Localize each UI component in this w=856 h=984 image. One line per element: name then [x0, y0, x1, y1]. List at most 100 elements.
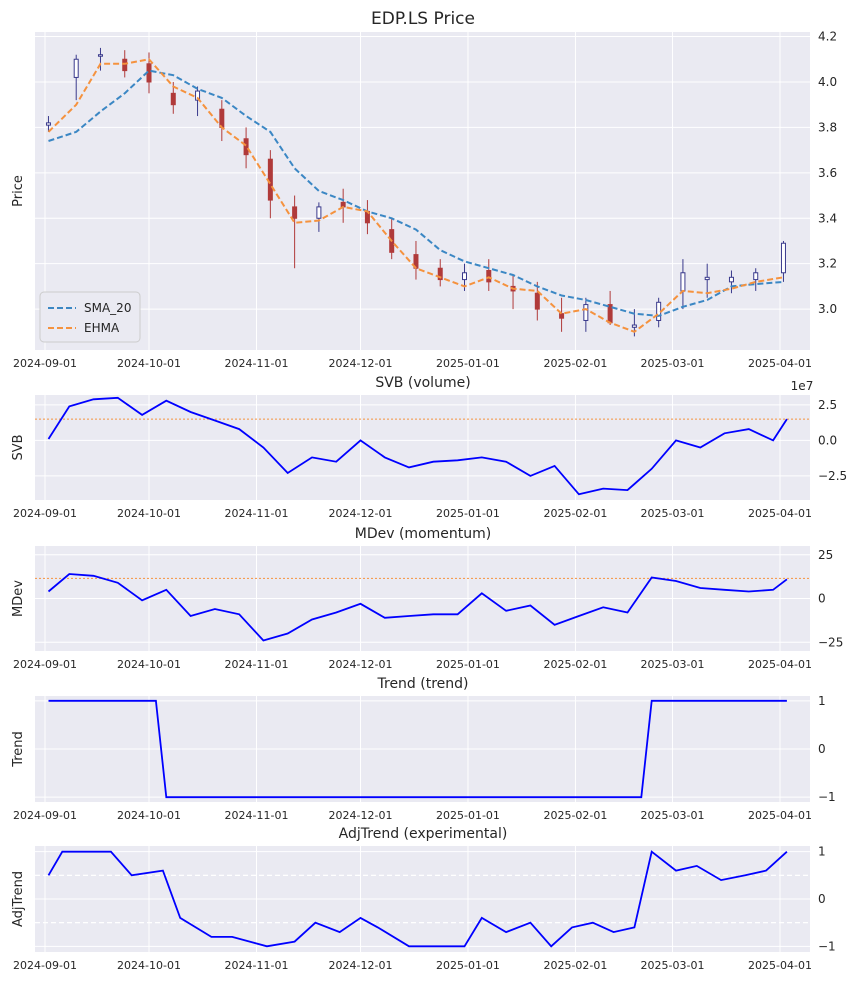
y-axis-label: AdjTrend [11, 871, 26, 927]
y-tick-label: 3.0 [818, 302, 837, 316]
x-tick-label: 2025-04-01 [748, 809, 812, 822]
candle-body [607, 304, 613, 324]
candle-body [97, 54, 103, 57]
x-tick-label: 2024-09-01 [13, 658, 77, 671]
x-tick-label: 2024-09-01 [13, 809, 77, 822]
candle-body [316, 206, 322, 219]
y-tick-label: −25 [818, 635, 843, 649]
x-tick-label: 2024-10-01 [117, 507, 181, 520]
x-tick-label: 2025-01-01 [436, 357, 500, 370]
x-tick-label: 2024-11-01 [225, 357, 289, 370]
x-tick-label: 2024-10-01 [117, 357, 181, 370]
candle-body [753, 272, 759, 281]
candle-body [704, 276, 710, 281]
y-tick-label: −1 [818, 790, 836, 804]
y-axis-label: Trend [11, 731, 26, 768]
x-tick-label: 2025-01-01 [436, 507, 500, 520]
x-tick-label: 2025-02-01 [543, 658, 607, 671]
y-axis-label: SVB [11, 434, 26, 460]
candle-body [559, 313, 565, 319]
series-line-sma-20 [48, 69, 784, 317]
x-tick-label: 2025-04-01 [748, 357, 812, 370]
x-tick-label: 2025-02-01 [543, 507, 607, 520]
candle-body [583, 304, 589, 321]
x-tick-label: 2024-09-01 [13, 357, 77, 370]
x-tick-label: 2024-11-01 [225, 507, 289, 520]
series-line-trend [48, 699, 787, 799]
x-tick-label: 2024-11-01 [225, 809, 289, 822]
y-tick-label: 3.8 [818, 120, 837, 134]
x-tick-label: 2024-11-01 [225, 959, 289, 972]
candle-body [292, 206, 298, 219]
y-tick-label: −1 [818, 939, 836, 953]
y-axis-label: MDev [11, 580, 26, 617]
y-tick-label: 4.2 [818, 30, 837, 44]
candle-body [462, 272, 468, 281]
series-line-ehma [47, 58, 784, 333]
mdev-chart-title: MDev (momentum) [355, 526, 491, 542]
y-tick-label: 3.4 [818, 211, 837, 225]
x-tick-label: 2025-04-01 [748, 507, 812, 520]
x-tick-label: 2024-09-01 [13, 507, 77, 520]
series-line-mdev [47, 573, 788, 642]
x-tick-label: 2025-01-01 [436, 658, 500, 671]
x-tick-label: 2024-11-01 [225, 658, 289, 671]
y-tick-label: 3.2 [818, 257, 837, 271]
price-chart-title: EDP.LS Price [371, 9, 475, 29]
trend-chart-title: Trend (trend) [377, 676, 469, 692]
candle-body [73, 58, 79, 78]
series-line-adjtrend [47, 850, 788, 948]
x-tick-label: 2024-12-01 [329, 658, 393, 671]
plot-area [35, 395, 810, 500]
x-tick-label: 2024-12-01 [329, 357, 393, 370]
x-tick-label: 2025-03-01 [641, 357, 705, 370]
y-tick-label: 0 [818, 892, 826, 906]
y-tick-label: −2.5 [818, 469, 847, 483]
y-tick-label: 0 [818, 742, 826, 756]
x-tick-label: 2025-03-01 [641, 809, 705, 822]
x-tick-label: 2025-04-01 [748, 959, 812, 972]
y-axis-label: Price [11, 175, 26, 207]
candle-body [122, 58, 128, 72]
x-tick-label: 2025-04-01 [748, 658, 812, 671]
legend-label: SMA_20 [84, 301, 131, 315]
x-tick-label: 2024-10-01 [117, 959, 181, 972]
y-tick-label: 1 [818, 845, 826, 859]
x-tick-label: 2024-12-01 [329, 959, 393, 972]
x-tick-label: 2024-12-01 [329, 809, 393, 822]
x-tick-label: 2024-09-01 [13, 959, 77, 972]
x-tick-label: 2025-02-01 [543, 809, 607, 822]
candle-body [534, 292, 540, 310]
y-tick-label: 3.6 [818, 166, 837, 180]
x-tick-label: 2024-10-01 [117, 809, 181, 822]
x-tick-label: 2025-03-01 [641, 658, 705, 671]
y-tick-label: 0.0 [818, 433, 837, 447]
candle-body [680, 272, 686, 292]
candle-body [728, 276, 734, 283]
y-tick-label: 0 [818, 592, 826, 606]
candle-body [267, 158, 273, 201]
y-tick-label: 4.0 [818, 75, 837, 89]
candle-body [45, 122, 51, 126]
legend-box [39, 291, 141, 343]
candle-body [195, 90, 201, 101]
x-tick-label: 2025-01-01 [436, 809, 500, 822]
candle-body [243, 138, 249, 156]
candle-body [486, 270, 492, 283]
adjtrend-chart-title: AdjTrend (experimental) [339, 826, 508, 842]
x-tick-label: 2025-01-01 [436, 959, 500, 972]
series-line-svb [47, 396, 788, 496]
svb-offset-label: 1e7 [791, 379, 814, 393]
candle-body [170, 92, 176, 106]
candle-body [219, 108, 225, 128]
x-tick-label: 2025-03-01 [641, 507, 705, 520]
x-tick-label: 2025-02-01 [543, 357, 607, 370]
legend-label: EHMA [84, 321, 120, 335]
candle-body [631, 324, 637, 328]
x-tick-label: 2025-02-01 [543, 959, 607, 972]
svb-chart-title: SVB (volume) [375, 375, 470, 391]
y-tick-label: 25 [818, 548, 833, 562]
plot-area [35, 32, 810, 350]
x-tick-label: 2025-03-01 [641, 959, 705, 972]
